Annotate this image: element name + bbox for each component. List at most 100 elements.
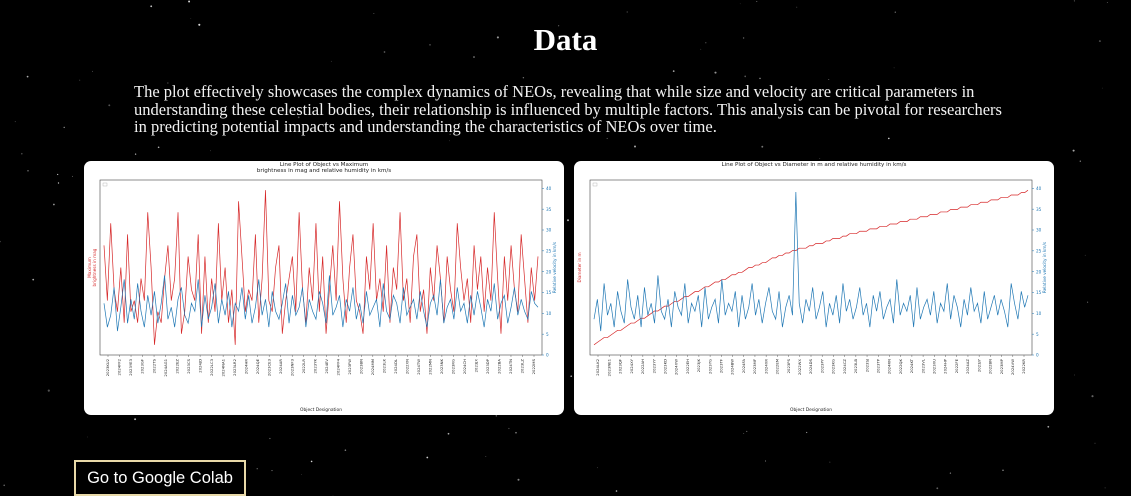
y2-tick-label: 40 [1036,186,1042,191]
star [86,436,88,438]
chart-card-diameter: Line Plot of Object vs Diameter in m and… [574,161,1054,415]
x-tick-label: 2023PY [819,358,824,373]
x-tick-label: 2022EM [775,359,780,374]
x-tick-label: 2024JD [197,359,202,373]
star [1047,425,1050,428]
star [508,427,510,430]
y2-tick-label: 20 [1036,269,1042,274]
star [1087,301,1089,303]
x-tick-label: 2023TF [719,359,724,373]
star [705,42,707,44]
star [310,460,313,463]
star [634,145,636,148]
y2-tick-label: 40 [546,186,552,191]
google-colab-button[interactable]: Go to Google Colab [74,460,246,496]
star [796,6,798,8]
star [21,152,23,155]
x-tick-label: 2023MF [752,359,757,374]
star [547,123,549,125]
x-tick-label: 2023KG [831,359,836,374]
star [47,389,50,392]
y2-tick-label: 10 [546,311,552,316]
x-tick-label: 2023NE1 [606,358,611,376]
star [14,121,16,123]
x-tick-label: 2023YG [707,359,712,374]
x-tick-label: 2024KT [909,358,914,373]
y2-axis-label: Relative velocity in km/s [552,242,557,293]
star [893,67,895,69]
star [27,169,29,172]
star [332,494,334,496]
star [26,75,29,78]
star [765,460,767,462]
x-tick-label: 2023CS [186,358,191,373]
star [1002,469,1004,471]
star [1079,160,1081,162]
x-tick-label: 2024AR [278,359,283,374]
star [153,110,155,112]
star [134,418,137,421]
x-tick-label: 2023YK [312,359,317,374]
star [1106,2,1108,3]
x-tick-label: 2022WX [797,359,802,375]
x-tick-label: 2023DP [485,358,490,374]
chart-diameter-velocity: Line Plot of Object vs Diameter in m and… [577,162,1047,413]
series-line-red [593,189,1029,346]
series-line-blue [593,191,1029,332]
star [447,432,450,435]
x-tick-label: 2024HR [243,359,248,375]
star [495,415,497,417]
star [1091,395,1094,398]
x-tick-label: 2024XW [674,359,679,375]
x-tick-label: 2023TP [875,358,880,373]
x-tick-label: 2022EH [685,359,690,374]
x-tick-label: 2023JY [976,358,981,372]
x-tick-label: 2024EV [324,359,329,374]
star [894,11,896,13]
star [0,240,1,243]
star [1072,149,1075,152]
page-description: The plot effectively showcases the compl… [134,82,1002,136]
star [1084,254,1086,256]
star [438,123,440,125]
x-tick-label: 2023NF3 [289,358,294,376]
star [1101,87,1103,89]
star [269,437,271,440]
x-tick-label: 2022MN [428,359,433,375]
star [210,150,212,152]
star [700,48,702,50]
x-tick-label: 2024HP [943,358,948,374]
star [1074,374,1075,376]
y2-tick-label: 15 [546,290,552,295]
star [1094,442,1096,444]
x-tick-label: 2022FE [954,358,959,373]
x-tick-label: 2022TS [151,358,156,373]
x-tick-label: 2024XR [763,359,768,374]
x-tick-label: 2024FF2 [117,358,122,375]
star [743,433,745,434]
x-axis-label: Object Designation [790,407,832,413]
x-tick-label: 2023JK [696,358,701,372]
x-tick-label: 2022MS [531,358,536,374]
star [271,470,273,472]
x-tick-label: 2023XU [932,359,937,374]
x-tick-label: 2024DL [393,358,398,374]
star [566,219,570,222]
star [936,487,939,490]
star [515,431,517,434]
x-tick-label: 2022BN [988,359,993,374]
series-line-red [103,190,539,345]
y-axis-label: Diameter in m [577,252,582,282]
star [449,133,451,136]
x-tick-label: 2022LR [301,359,306,374]
x-tick-label: 2023LZ [520,359,525,374]
star [517,478,520,481]
x-tick-label: 2023LK [382,359,387,374]
star [426,456,429,459]
x-tick-label: 2024QE [255,358,260,374]
plot-frame [99,179,543,356]
x-tick-label: 2024FF4 [335,358,340,375]
x-tick-label: 2024FA [741,359,746,373]
x-tick-label: 2023LR2 [232,358,237,375]
y2-axis-label: Relative velocity in km/s [1042,242,1047,293]
